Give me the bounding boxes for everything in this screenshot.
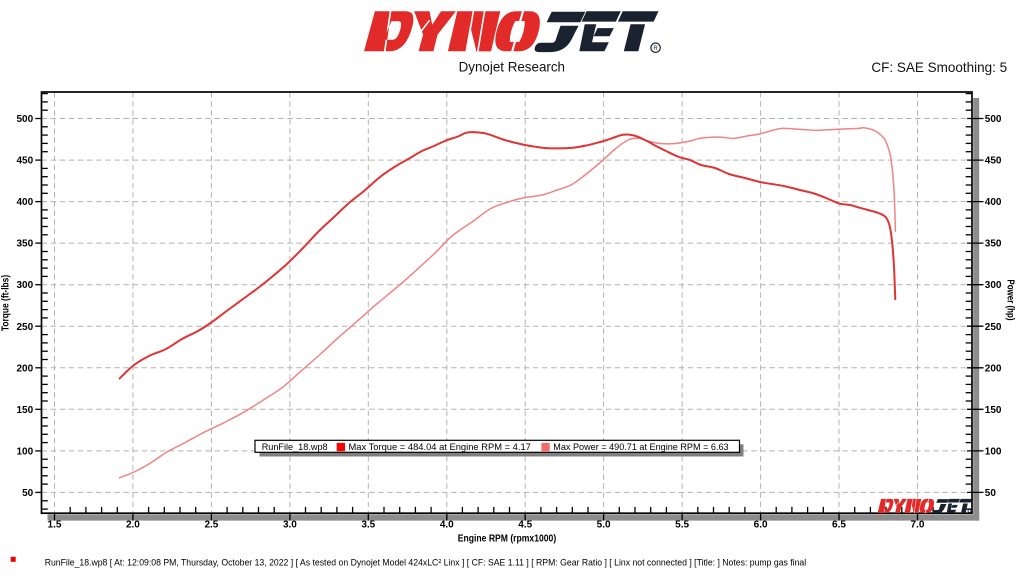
svg-text:300: 300 xyxy=(985,280,1002,291)
svg-text:Engine RPM (rpmx1000): Engine RPM (rpmx1000) xyxy=(458,533,556,544)
svg-text:1.5: 1.5 xyxy=(48,520,62,531)
svg-text:50: 50 xyxy=(22,488,34,499)
svg-text:200: 200 xyxy=(17,363,34,374)
svg-text:RunFile_18.wp8 [ At: 12:09:08: RunFile_18.wp8 [ At: 12:09:08 PM, Thursd… xyxy=(45,557,807,568)
svg-text:Max Torque = 484.04 at Engine: Max Torque = 484.04 at Engine RPM = 4.17 xyxy=(349,441,531,452)
svg-text:CF: SAE Smoothing: 5: CF: SAE Smoothing: 5 xyxy=(871,59,1007,75)
svg-text:6.5: 6.5 xyxy=(832,520,846,531)
svg-text:3.5: 3.5 xyxy=(361,520,375,531)
svg-text:100: 100 xyxy=(17,446,34,457)
svg-text:Max Power = 490.71 at Engine R: Max Power = 490.71 at Engine RPM = 6.63 xyxy=(553,441,728,452)
svg-text:2.0: 2.0 xyxy=(126,520,140,531)
svg-text:400: 400 xyxy=(17,197,34,208)
svg-text:300: 300 xyxy=(17,280,34,291)
svg-text:4.5: 4.5 xyxy=(518,520,532,531)
svg-text:RunFile_18.wp8: RunFile_18.wp8 xyxy=(262,441,328,452)
svg-text:150: 150 xyxy=(17,405,34,416)
svg-text:200: 200 xyxy=(985,363,1002,374)
svg-text:Power (hp): Power (hp) xyxy=(1005,280,1016,321)
svg-text:350: 350 xyxy=(985,239,1002,250)
svg-text:7.0: 7.0 xyxy=(911,520,925,531)
svg-text:5.0: 5.0 xyxy=(597,520,611,531)
svg-text:400: 400 xyxy=(985,197,1002,208)
svg-text:250: 250 xyxy=(985,322,1002,333)
svg-text:100: 100 xyxy=(985,446,1002,457)
svg-text:150: 150 xyxy=(985,405,1002,416)
svg-text:500: 500 xyxy=(17,114,34,125)
svg-text:450: 450 xyxy=(985,156,1002,167)
svg-text:2.5: 2.5 xyxy=(204,520,218,531)
svg-text:4.0: 4.0 xyxy=(440,520,454,531)
svg-text:500: 500 xyxy=(985,114,1002,125)
svg-text:6.0: 6.0 xyxy=(754,520,768,531)
svg-text:250: 250 xyxy=(17,322,34,333)
svg-text:R: R xyxy=(653,46,658,52)
svg-text:5.5: 5.5 xyxy=(675,520,689,531)
svg-text:450: 450 xyxy=(17,156,34,167)
svg-text:Torque (ft-lbs): Torque (ft-lbs) xyxy=(1,275,12,331)
svg-text:Dynojet Research: Dynojet Research xyxy=(459,59,565,75)
svg-text:350: 350 xyxy=(17,239,34,250)
svg-text:50: 50 xyxy=(985,488,997,499)
svg-text:3.0: 3.0 xyxy=(283,520,297,531)
